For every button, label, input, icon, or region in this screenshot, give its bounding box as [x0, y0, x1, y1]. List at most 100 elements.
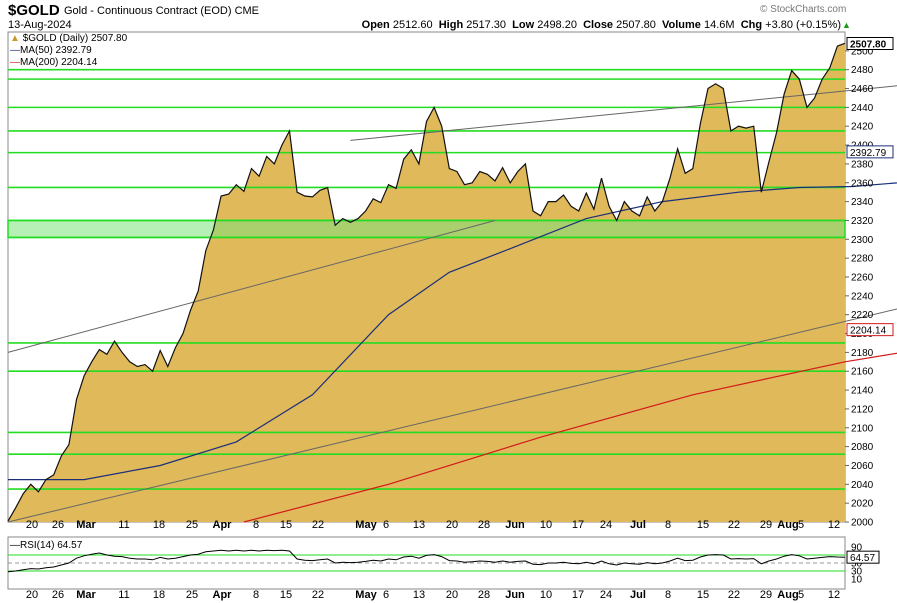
rsi-line — [7, 549, 846, 573]
rsi-x-tick-label-15: Jun — [505, 589, 525, 601]
y-tick-label: 2160 — [851, 367, 874, 378]
x-tick-label-17: 17 — [572, 519, 584, 531]
legend-rsi: —RSI(14) 64.57 — [10, 540, 82, 551]
rsi-x-tick-label-20: 8 — [665, 589, 671, 601]
chg-value: +3.80 (+0.15%) — [765, 19, 841, 31]
x-tick-label-25: 5 — [798, 519, 804, 531]
rsi-x-tick-label-24: Aug — [777, 589, 798, 601]
rsi-x-tick-label-26: 12 — [828, 589, 840, 601]
legend-price: ▲ $GOLD (Daily) 2507.80 — [10, 33, 127, 44]
x-tick-label-10: May — [355, 519, 377, 531]
ma50-swatch-icon: — — [10, 45, 20, 56]
y-tick-label: 2460 — [851, 84, 874, 95]
rsi-x-tick-label-18: 24 — [600, 589, 612, 601]
symbol-description: Gold - Continuous Contract (EOD) CME — [64, 5, 259, 17]
x-tick-label-11: 6 — [383, 519, 389, 531]
rsi-x-tick-label-4: 18 — [153, 589, 165, 601]
trendline-0 — [7, 219, 496, 353]
rsi-value-tag: 64.57 — [850, 553, 875, 564]
legend-ma50: —MA(50) 2392.79 — [10, 45, 92, 56]
y-tick-label: 2020 — [851, 499, 874, 510]
x-tick-label-22: 22 — [728, 519, 740, 531]
volume-value: 14.6M — [704, 19, 735, 31]
y-tick-label: 2180 — [851, 348, 874, 359]
price-line — [7, 42, 846, 522]
x-tick-label-8: 15 — [280, 519, 292, 531]
low-value: 2498.20 — [537, 19, 577, 31]
rsi-x-tick-label-17: 17 — [572, 589, 584, 601]
price-tag-2: 2204.14 — [850, 326, 887, 337]
y-tick-label: 2040 — [851, 480, 874, 491]
y-tick-label: 2360 — [851, 178, 874, 189]
rsi-x-tick-label-21: 15 — [697, 589, 709, 601]
low-label: Low — [512, 19, 535, 31]
watermark: © StockCharts.com — [760, 4, 847, 15]
y-tick-label: 2060 — [851, 461, 874, 472]
legend-ma50-text: MA(50) 2392.79 — [20, 45, 92, 56]
rsi-x-tick-label-12: 13 — [413, 589, 425, 601]
rsi-y-tick-label: 90 — [851, 543, 863, 554]
y-tick-label: 2420 — [851, 122, 874, 133]
open-label: Open — [361, 19, 390, 31]
x-tick-label-9: 22 — [312, 519, 324, 531]
rsi-x-tick-label-23: 29 — [760, 589, 772, 601]
rsi-x-tick-label-6: Apr — [213, 589, 233, 601]
legend-ma200-text: MA(200) 2204.14 — [20, 57, 98, 68]
x-tick-label-12: 13 — [413, 519, 425, 531]
x-tick-label-6: Apr — [213, 519, 233, 531]
x-tick-label-2: Mar — [76, 519, 96, 531]
price-tag-0: 2507.80 — [850, 39, 887, 50]
price-tag-box-2 — [846, 323, 894, 337]
rsi-x-tick-label-7: 8 — [253, 589, 259, 601]
y-tick-label: 2280 — [851, 254, 874, 265]
x-tick-label-19: Jul — [630, 519, 646, 531]
open-value: 2512.60 — [392, 19, 433, 31]
chart-header: $GOLD Gold - Continuous Contract (EOD) C… — [0, 0, 897, 32]
rsi-x-tick-label-25: 5 — [798, 589, 804, 601]
y-tick-label: 2240 — [851, 291, 874, 302]
ma50-line — [8, 182, 897, 481]
legend-ma200: —MA(200) 2204.14 — [10, 57, 97, 68]
rsi-x-tick-label-10: May — [355, 589, 377, 601]
x-tick-label-21: 15 — [697, 519, 709, 531]
rsi-x-tick-label-14: 28 — [478, 589, 490, 601]
high-label: High — [438, 19, 464, 31]
rsi-y-tick-label: 30 — [851, 567, 863, 578]
chart-date: 13-Aug-2024 — [8, 19, 72, 31]
trendline-1 — [7, 308, 897, 523]
rsi-x-tick-label-13: 20 — [446, 589, 458, 601]
x-tick-label-14: 28 — [478, 519, 490, 531]
x-tick-label-23: 29 — [760, 519, 772, 531]
y-tick-label: 2140 — [851, 386, 874, 397]
support-zone — [7, 219, 846, 239]
high-value: 2517.30 — [466, 19, 507, 31]
close-label: Close — [583, 19, 614, 31]
y-tick-label: 2380 — [851, 159, 874, 170]
x-tick-label-7: 8 — [253, 519, 259, 531]
rsi-x-tick-label-3: 11 — [118, 589, 129, 601]
x-tick-label-4: 18 — [153, 519, 165, 531]
x-tick-label-1: 26 — [52, 519, 64, 531]
x-tick-label-18: 24 — [600, 519, 612, 531]
rsi-x-tick-label-22: 22 — [728, 589, 740, 601]
price-area — [8, 43, 845, 523]
rsi-x-tick-label-11: 6 — [383, 589, 389, 601]
ohlc-readout: Open 2512.60 High 2517.30 Low 2498.20 Cl… — [362, 19, 841, 31]
x-tick-label-16: 10 — [540, 519, 552, 531]
volume-label: Volume — [662, 19, 701, 31]
ma200-line — [243, 352, 897, 523]
y-tick-label: 2080 — [851, 442, 874, 453]
x-tick-label-5: 25 — [186, 519, 198, 531]
up-arrow-icon: ▲ — [842, 20, 851, 30]
rsi-x-tick-label-19: Jul — [630, 589, 646, 601]
legend-rsi-text: RSI(14) 64.57 — [20, 540, 83, 551]
rsi-x-tick-label-1: 26 — [52, 589, 64, 601]
x-tick-label-3: 11 — [118, 519, 129, 531]
description-text: Gold - Continuous Contract (EOD) — [64, 5, 232, 17]
x-tick-label-26: 12 — [828, 519, 840, 531]
rsi-x-tick-label-2: Mar — [76, 589, 96, 601]
exchange-text: CME — [234, 5, 260, 17]
y-tick-label: 2100 — [851, 423, 874, 434]
legend-price-text: $GOLD (Daily) 2507.80 — [22, 33, 128, 44]
